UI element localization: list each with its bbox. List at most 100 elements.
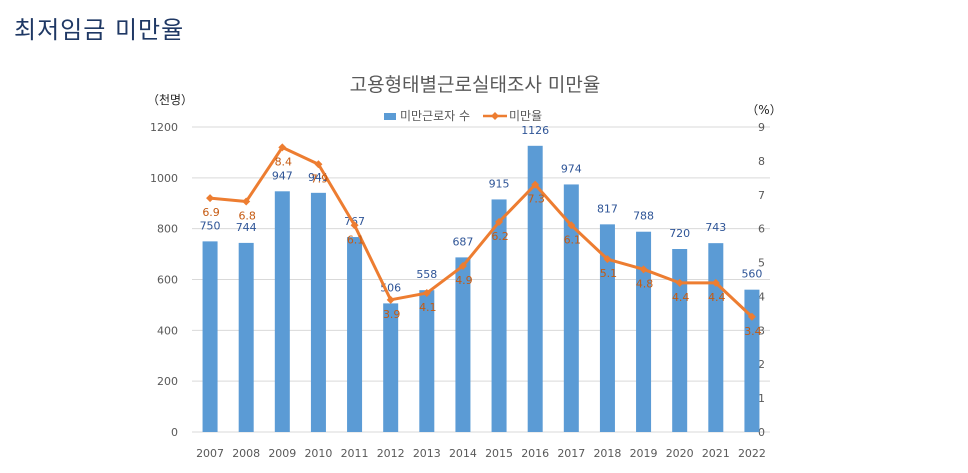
y-right-tick-label: 1	[758, 392, 765, 405]
bar-2013	[419, 290, 435, 432]
chart-title: 고용형태별근로실태조사 미만율	[350, 74, 601, 96]
x-tick-label: 2017	[557, 447, 585, 460]
legend-bar-swatch	[384, 113, 396, 120]
bar-label-2013: 558	[416, 268, 437, 281]
bar-label-2021: 743	[705, 221, 726, 234]
bar-2021	[708, 243, 724, 432]
legend-line-label: 미만율	[509, 109, 542, 123]
rate-label-2020: 4.4	[672, 291, 690, 304]
bar-2008	[238, 242, 254, 432]
bar-2011	[347, 237, 363, 432]
rate-point-2015	[495, 217, 504, 226]
bar-2019	[636, 231, 652, 432]
x-tick-label: 2007	[196, 447, 224, 460]
bar-label-2009: 947	[272, 169, 293, 182]
x-tick-label: 2008	[232, 447, 260, 460]
bar-series	[202, 145, 760, 432]
y-right-tick-label: 2	[758, 358, 765, 371]
bar-value-labels: 7507449479417675065586879151126974817788…	[200, 124, 763, 295]
line-series	[206, 143, 756, 321]
rate-point-2021	[711, 278, 720, 287]
rate-label-2016: 7.3	[527, 193, 545, 206]
bar-2007	[202, 241, 218, 432]
bar-2022	[744, 289, 760, 432]
bar-2009	[274, 191, 290, 432]
y-right-tick-label: 3	[758, 324, 765, 337]
y-right-tick-label: 0	[758, 426, 765, 439]
rate-point-2008	[242, 197, 251, 206]
bar-label-2014: 687	[452, 235, 473, 248]
y-left-tick-label: 200	[157, 375, 178, 388]
y-right-tick-label: 4	[758, 290, 765, 303]
rate-point-2007	[206, 194, 215, 203]
x-tick-label: 2015	[485, 447, 513, 460]
rate-label-2009: 8.4	[275, 155, 293, 168]
x-tick-label: 2022	[738, 447, 766, 460]
rate-line	[209, 145, 753, 318]
x-tick-label: 2010	[304, 447, 332, 460]
rate-point-2020	[675, 278, 684, 287]
rate-point-2017	[567, 221, 576, 230]
rate-point-2009	[278, 143, 287, 152]
bar-label-2019: 788	[633, 210, 654, 223]
rate-label-2017: 6.1	[564, 233, 582, 246]
rate-label-2008: 6.8	[238, 210, 256, 223]
y-right-tick-label: 6	[758, 223, 765, 236]
x-tick-label: 2018	[593, 447, 621, 460]
y-right-tick-label: 8	[758, 155, 765, 168]
rate-label-2022: 3.4	[744, 325, 762, 338]
x-tick-label: 2014	[449, 447, 477, 460]
page-title: 최저임금 미만율	[14, 16, 185, 44]
y-left-axis: 0 200 400 600 800 1000 1200	[150, 121, 178, 439]
x-tick-label: 2021	[702, 447, 730, 460]
rate-point-2010	[314, 160, 323, 169]
y-left-tick-label: 0	[171, 426, 178, 439]
bar-label-2015: 915	[489, 177, 510, 190]
rate-label-2011: 6.1	[347, 233, 365, 246]
rate-point-2018	[603, 255, 612, 264]
rate-label-2010: 7.9	[311, 172, 329, 185]
rate-label-2012: 3.9	[383, 308, 401, 321]
bar-2018	[599, 224, 615, 432]
y-left-unit-label: （천명）	[147, 92, 193, 107]
rate-label-2014: 4.9	[455, 274, 473, 287]
rate-point-2019	[639, 265, 648, 274]
y-left-tick-label: 400	[157, 324, 178, 337]
y-right-axis: 0 1 2 3 4 5 6 7 8 9	[758, 121, 765, 439]
bar-2012	[383, 303, 399, 432]
bar-label-2008: 744	[236, 221, 257, 234]
bar-2010	[310, 192, 326, 432]
bar-2017	[563, 184, 579, 432]
x-tick-label: 2009	[268, 447, 296, 460]
y-right-tick-label: 5	[758, 257, 765, 270]
x-tick-label: 2020	[666, 447, 694, 460]
y-right-tick-label: 9	[758, 121, 765, 134]
rate-point-2012	[386, 295, 395, 304]
bar-label-2017: 974	[561, 162, 582, 175]
bar-label-2016: 1126	[521, 124, 549, 137]
rate-point-2016	[531, 180, 540, 189]
x-tick-label: 2011	[341, 447, 369, 460]
bar-2014	[455, 257, 471, 432]
y-right-unit-label: （%）	[746, 103, 781, 117]
x-tick-label: 2013	[413, 447, 441, 460]
rate-point-2013	[422, 289, 431, 298]
x-tick-label: 2012	[377, 447, 405, 460]
bar-2016	[527, 145, 543, 432]
bar-label-2018: 817	[597, 202, 618, 215]
rate-label-2019: 4.8	[636, 277, 654, 290]
x-tick-label: 2019	[630, 447, 658, 460]
bar-2020	[672, 249, 688, 432]
legend-line-marker	[491, 112, 499, 120]
bar-label-2022: 560	[741, 268, 762, 281]
rate-label-2007: 6.9	[202, 206, 220, 219]
bar-label-2007: 750	[200, 219, 221, 232]
bar-2015	[491, 199, 507, 432]
rate-label-2018: 5.1	[600, 267, 618, 280]
x-axis: 2007 2008 2009 2010 2011 2012 2013 2014 2015 2016…	[196, 447, 766, 460]
y-left-tick-label: 600	[157, 274, 178, 287]
rate-label-2015: 6.2	[491, 230, 509, 243]
rate-label-2013: 4.1	[419, 301, 437, 314]
y-left-tick-label: 1200	[150, 121, 178, 134]
